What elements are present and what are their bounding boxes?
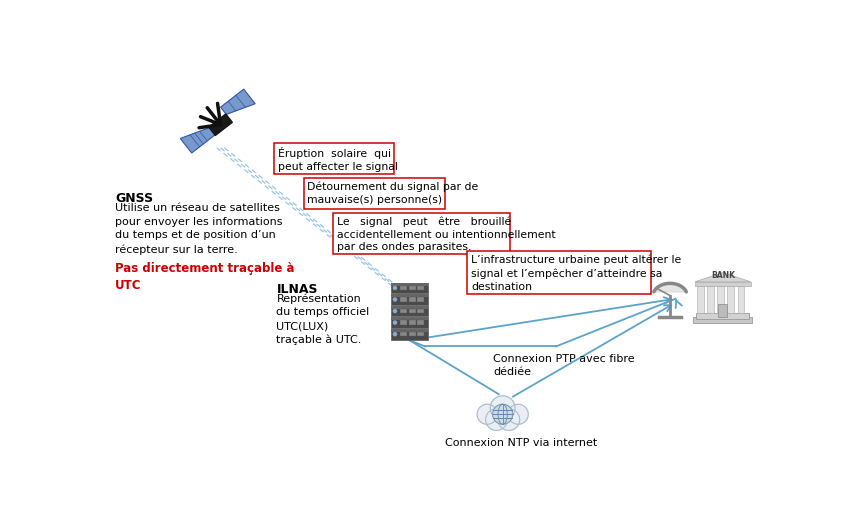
- FancyBboxPatch shape: [401, 286, 407, 290]
- Circle shape: [393, 298, 396, 301]
- FancyBboxPatch shape: [728, 285, 734, 312]
- Text: L’infrastructure urbaine peut altérer le
signal et l’empêcher d’atteindre sa
des: L’infrastructure urbaine peut altérer le…: [471, 255, 681, 291]
- FancyBboxPatch shape: [409, 297, 416, 302]
- Circle shape: [393, 332, 396, 336]
- Text: Le   signal   peut   être   brouillé
accidentellement ou intentionnellement
par : Le signal peut être brouillé accidentell…: [337, 216, 556, 252]
- FancyBboxPatch shape: [467, 251, 651, 294]
- FancyBboxPatch shape: [694, 317, 752, 323]
- FancyBboxPatch shape: [418, 332, 424, 337]
- FancyBboxPatch shape: [303, 178, 445, 209]
- Text: Éruption  solaire  qui
peut affecter le signal: Éruption solaire qui peut affecter le si…: [278, 147, 398, 172]
- FancyBboxPatch shape: [707, 285, 714, 312]
- FancyBboxPatch shape: [274, 143, 394, 174]
- FancyBboxPatch shape: [418, 297, 424, 302]
- Circle shape: [508, 404, 529, 424]
- Text: Connexion NTP via internet: Connexion NTP via internet: [446, 438, 598, 448]
- Text: ILNAS: ILNAS: [276, 284, 318, 296]
- Circle shape: [393, 321, 396, 324]
- Polygon shape: [695, 272, 750, 282]
- Polygon shape: [208, 114, 232, 136]
- Circle shape: [493, 404, 512, 424]
- Text: Connexion PTP avec fibre
dédiée: Connexion PTP avec fibre dédiée: [493, 354, 635, 377]
- Polygon shape: [180, 128, 215, 153]
- FancyBboxPatch shape: [409, 286, 416, 290]
- FancyBboxPatch shape: [391, 306, 429, 309]
- FancyBboxPatch shape: [391, 282, 429, 286]
- FancyBboxPatch shape: [401, 320, 407, 325]
- Text: GNSS: GNSS: [115, 193, 153, 206]
- FancyBboxPatch shape: [738, 285, 745, 312]
- FancyBboxPatch shape: [696, 312, 749, 319]
- FancyBboxPatch shape: [391, 317, 429, 320]
- Circle shape: [498, 409, 520, 430]
- FancyBboxPatch shape: [718, 304, 728, 317]
- Polygon shape: [220, 89, 255, 115]
- FancyBboxPatch shape: [697, 285, 704, 312]
- FancyBboxPatch shape: [391, 306, 429, 317]
- FancyBboxPatch shape: [401, 332, 407, 337]
- FancyBboxPatch shape: [401, 309, 407, 313]
- Circle shape: [477, 404, 497, 424]
- FancyBboxPatch shape: [418, 320, 424, 325]
- FancyBboxPatch shape: [695, 282, 750, 287]
- FancyBboxPatch shape: [391, 329, 429, 340]
- FancyBboxPatch shape: [391, 282, 429, 294]
- Text: Représentation
du temps officiel
UTC(LUX)
traçable à UTC.: Représentation du temps officiel UTC(LUX…: [276, 294, 369, 346]
- FancyBboxPatch shape: [391, 317, 429, 328]
- Text: Détournement du signal par de
mauvaise(s) personne(s): Détournement du signal par de mauvaise(s…: [307, 181, 479, 205]
- Circle shape: [393, 309, 396, 312]
- Polygon shape: [654, 284, 686, 292]
- Text: Pas directement traçable à
UTC: Pas directement traçable à UTC: [115, 262, 295, 292]
- Text: Utilise un réseau de satellites
pour envoyer les informations
du temps et de pos: Utilise un réseau de satellites pour env…: [115, 203, 283, 255]
- FancyBboxPatch shape: [391, 294, 429, 297]
- Circle shape: [485, 409, 507, 430]
- FancyBboxPatch shape: [409, 309, 416, 313]
- FancyBboxPatch shape: [401, 297, 407, 302]
- FancyBboxPatch shape: [418, 286, 424, 290]
- FancyBboxPatch shape: [391, 294, 429, 305]
- Circle shape: [393, 287, 396, 289]
- FancyBboxPatch shape: [391, 329, 429, 332]
- FancyBboxPatch shape: [409, 320, 416, 325]
- FancyBboxPatch shape: [418, 309, 424, 313]
- FancyBboxPatch shape: [717, 285, 724, 312]
- FancyBboxPatch shape: [409, 332, 416, 337]
- FancyBboxPatch shape: [333, 213, 510, 254]
- Circle shape: [490, 396, 515, 420]
- Text: BANK: BANK: [711, 271, 735, 280]
